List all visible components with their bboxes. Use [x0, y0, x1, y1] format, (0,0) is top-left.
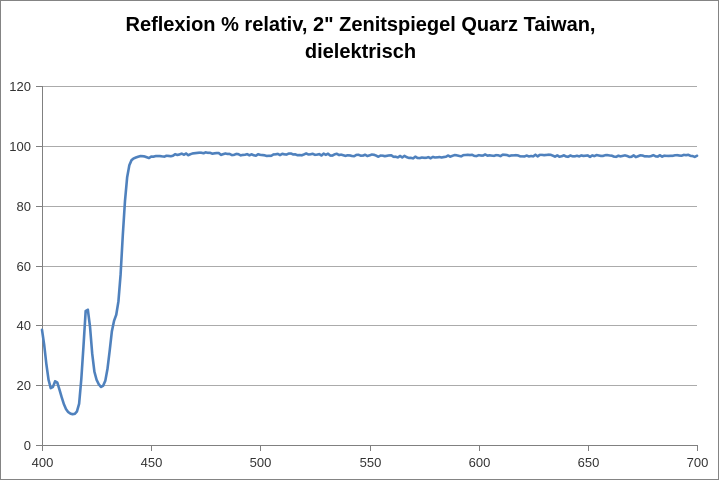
x-tick-label: 400: [32, 455, 54, 470]
y-tick-label: 100: [9, 139, 31, 154]
x-tick-label: 600: [469, 455, 491, 470]
x-tick-label: 700: [687, 455, 709, 470]
y-tick-label: 0: [24, 438, 31, 453]
y-tick-label: 60: [17, 259, 31, 274]
x-tick-label: 450: [141, 455, 163, 470]
data-series-line: [40, 151, 699, 416]
y-tick-label: 120: [9, 79, 31, 94]
chart-title-line1: Reflexion % relativ, 2" Zenitspiegel Qua…: [125, 14, 596, 36]
x-tick-label: 650: [578, 455, 600, 470]
y-tick-label: 20: [17, 378, 31, 393]
y-tick-label: 40: [17, 318, 31, 333]
chart-title: Reflexion % relativ, 2" Zenitspiegel Qua…: [1, 12, 718, 66]
x-tick-label: 550: [360, 455, 382, 470]
chart-title-line2: dielektrisch: [304, 41, 417, 63]
x-tick-label: 500: [250, 455, 272, 470]
y-tick-label: 80: [17, 199, 31, 214]
